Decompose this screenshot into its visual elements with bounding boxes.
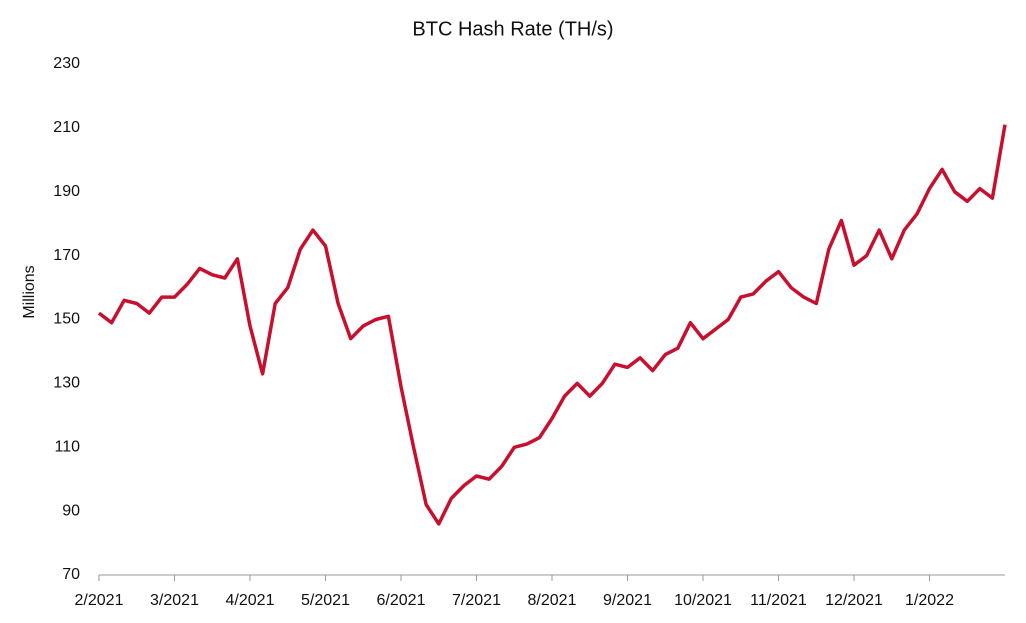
- x-tick-label: 8/2021: [528, 592, 577, 609]
- line-series: [97, 124, 1007, 526]
- y-axis-label: Millions: [21, 265, 38, 318]
- y-tick-label: 190: [53, 183, 80, 200]
- x-tick-label: 7/2021: [452, 592, 501, 609]
- x-tick-label: 1/2022: [905, 592, 954, 609]
- y-tick-label: 110: [54, 438, 80, 455]
- x-tick-label: 4/2021: [226, 592, 275, 609]
- x-tick-label: 10/2021: [674, 592, 732, 609]
- y-tick-label: 150: [53, 311, 80, 328]
- chart-title: BTC Hash Rate (TH/s): [412, 18, 613, 40]
- x-tick-label: 9/2021: [603, 592, 652, 609]
- x-tick-label: 12/2021: [825, 592, 883, 609]
- x-tick-label: 5/2021: [301, 592, 350, 609]
- x-tick-label: 6/2021: [377, 592, 426, 609]
- y-tick-label: 210: [53, 119, 80, 136]
- x-tick-label: 11/2021: [750, 592, 807, 609]
- y-tick-label: 130: [53, 375, 80, 392]
- y-tick-label: 70: [62, 566, 80, 583]
- x-tick-label: 2/2021: [75, 592, 124, 609]
- y-tick-label: 90: [62, 502, 80, 519]
- y-tick-label: 230: [53, 55, 80, 72]
- y-tick-label: 170: [53, 247, 80, 264]
- x-tick-label: 3/2021: [150, 592, 199, 609]
